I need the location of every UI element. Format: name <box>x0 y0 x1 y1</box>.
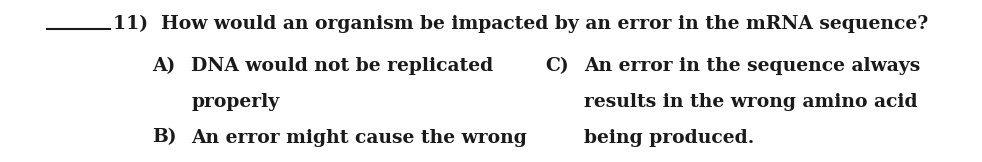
Text: results in the wrong amino acid: results in the wrong amino acid <box>584 93 918 111</box>
Text: DNA would not be replicated: DNA would not be replicated <box>191 57 494 75</box>
Text: A): A) <box>152 57 176 75</box>
Text: C): C) <box>545 57 569 75</box>
Text: being produced.: being produced. <box>584 129 754 147</box>
Text: B): B) <box>152 129 177 147</box>
Text: An error in the sequence always: An error in the sequence always <box>584 57 920 75</box>
Text: An error might cause the wrong: An error might cause the wrong <box>191 129 527 147</box>
Text: 11)  How would an organism be impacted by an error in the mRNA sequence?: 11) How would an organism be impacted by… <box>113 15 928 33</box>
Text: properly: properly <box>191 93 280 111</box>
